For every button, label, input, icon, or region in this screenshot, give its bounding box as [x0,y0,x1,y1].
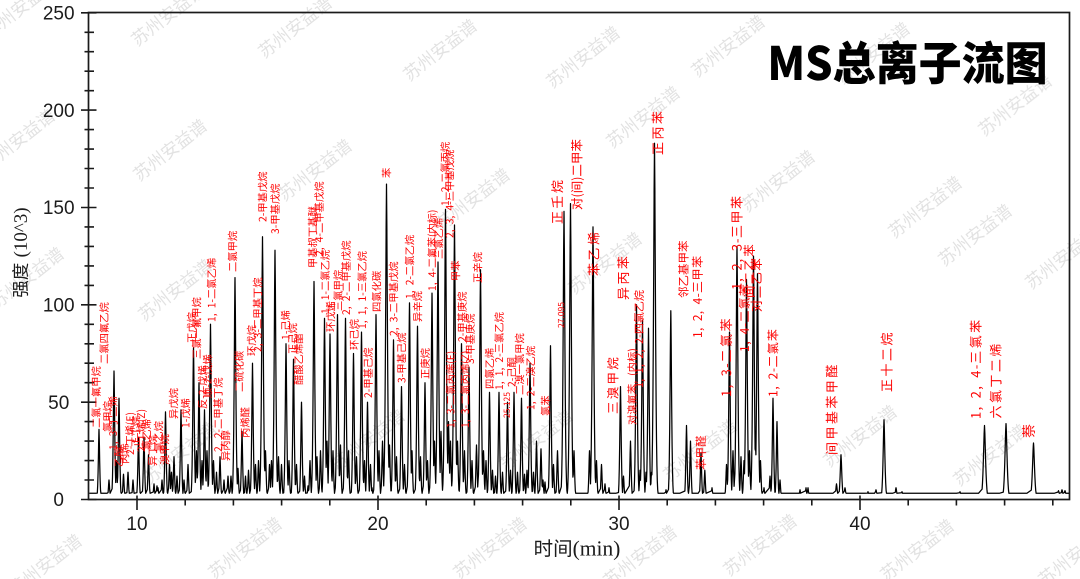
svg-text:50: 50 [48,393,69,414]
svg-text:100: 100 [43,296,75,317]
svg-text:20: 20 [367,514,388,535]
svg-text:40: 40 [849,514,870,535]
svg-text:30: 30 [608,514,629,535]
svg-text:0: 0 [53,490,64,511]
svg-text:250: 250 [43,4,75,25]
svg-text:200: 200 [43,101,75,122]
svg-text:10: 10 [126,514,147,535]
svg-text:150: 150 [43,198,75,219]
